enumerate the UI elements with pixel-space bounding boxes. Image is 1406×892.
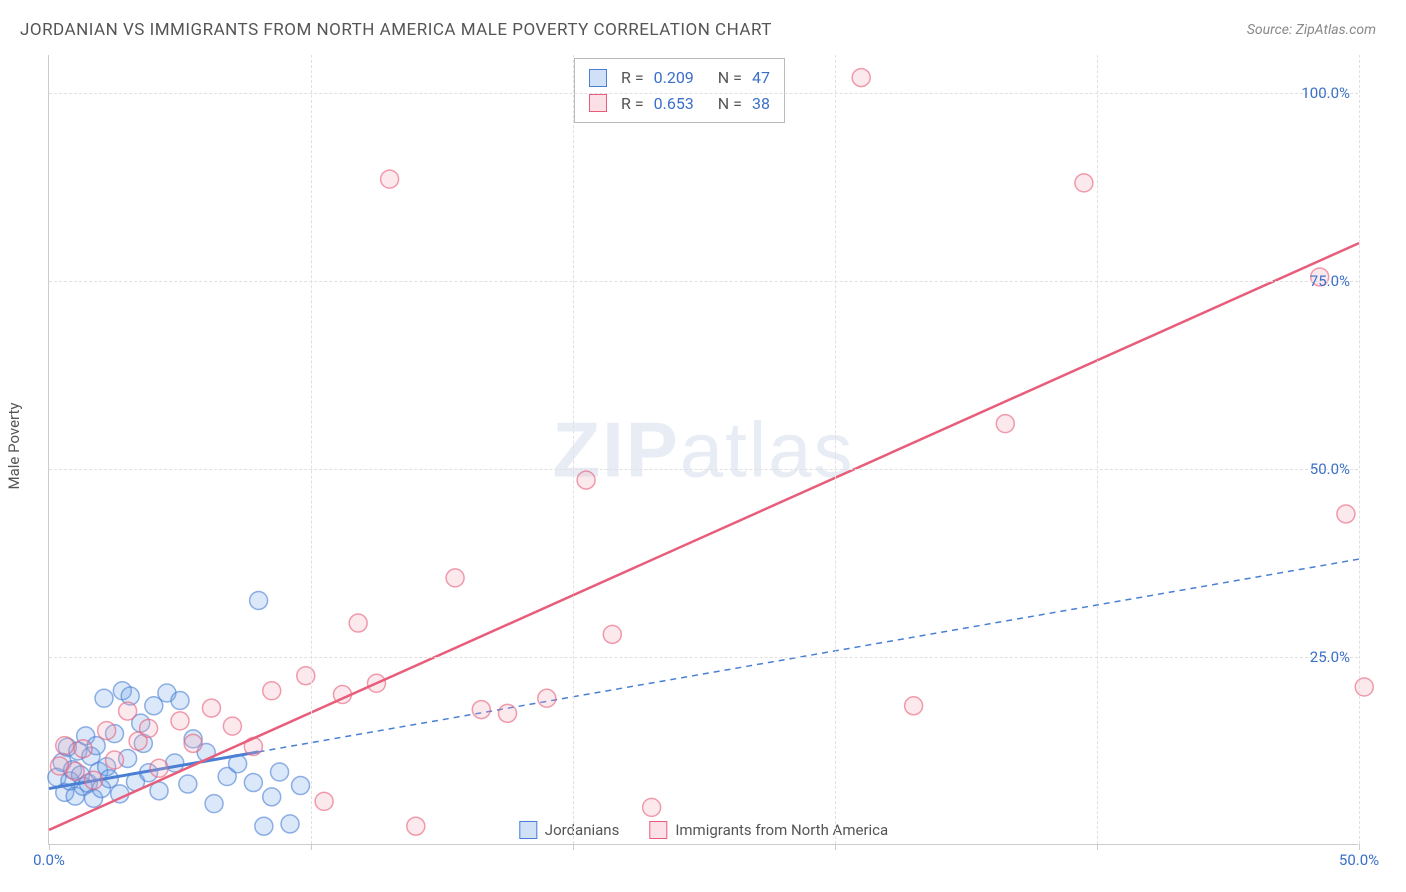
grid-line-h (49, 93, 1358, 94)
data-point (297, 667, 315, 685)
stats-row: R = 0.653 N = 38 (589, 91, 770, 117)
plot-svg (49, 55, 1358, 844)
data-point (852, 69, 870, 87)
data-point (1337, 505, 1355, 523)
legend-swatch (589, 69, 607, 87)
grid-line-h (49, 469, 1358, 470)
legend-swatch (649, 821, 667, 839)
data-point (98, 722, 116, 740)
data-point (292, 777, 310, 795)
data-point (281, 815, 299, 833)
x-tick-label: 50.0% (1339, 851, 1379, 869)
y-tick-label: 50.0% (1310, 460, 1350, 478)
data-point (205, 795, 223, 813)
grid-line-v (311, 55, 312, 844)
n-value: 47 (752, 65, 770, 91)
legend-label: Jordanians (545, 821, 620, 839)
y-tick-label: 75.0% (1310, 272, 1350, 290)
r-value: 0.653 (654, 91, 694, 117)
grid-line-v (1097, 55, 1098, 844)
x-tick (311, 844, 312, 850)
data-point (223, 717, 241, 735)
source-attribution: Source: ZipAtlas.com (1247, 22, 1376, 38)
data-point (349, 614, 367, 632)
data-point (171, 692, 189, 710)
n-value: 38 (752, 91, 770, 117)
r-value: 0.209 (654, 65, 694, 91)
stats-legend-box: R = 0.209 N = 47 R = 0.653 N = 38 (574, 58, 785, 123)
data-point (315, 792, 333, 810)
x-tick (1359, 844, 1360, 850)
data-point (499, 704, 517, 722)
n-label: N = (718, 91, 742, 117)
chart-title: JORDANIAN VS IMMIGRANTS FROM NORTH AMERI… (20, 20, 772, 40)
data-point (263, 788, 281, 806)
legend-swatch (589, 94, 607, 112)
data-point (140, 719, 158, 737)
data-point (202, 699, 220, 717)
r-label: R = (621, 65, 644, 91)
y-axis-label: Male Poverty (5, 403, 23, 490)
data-point (119, 702, 137, 720)
r-label: R = (621, 91, 644, 117)
x-tick-label: 0.0% (33, 851, 65, 869)
data-point (381, 170, 399, 188)
data-point (446, 569, 464, 587)
data-point (1075, 174, 1093, 192)
data-point (74, 740, 92, 758)
data-point (255, 817, 273, 835)
stats-row: R = 0.209 N = 47 (589, 65, 770, 91)
data-point (85, 771, 103, 789)
data-point (407, 817, 425, 835)
data-point (905, 697, 923, 715)
data-point (250, 591, 268, 609)
data-point (577, 471, 595, 489)
data-point (95, 689, 113, 707)
x-tick (49, 844, 50, 850)
data-point (538, 689, 556, 707)
data-point (603, 625, 621, 643)
series-legend: Jordanians Immigrants from North America (511, 821, 896, 839)
data-point (472, 701, 490, 719)
grid-line-v (1359, 55, 1360, 844)
x-tick (835, 844, 836, 850)
grid-line-v (573, 55, 574, 844)
n-label: N = (718, 65, 742, 91)
data-point (643, 798, 661, 816)
data-point (263, 682, 281, 700)
legend-swatch (519, 821, 537, 839)
data-point (106, 751, 124, 769)
y-tick-label: 25.0% (1310, 648, 1350, 666)
legend-label: Immigrants from North America (675, 821, 888, 839)
data-point (1355, 678, 1373, 696)
data-point (179, 775, 197, 793)
data-point (184, 734, 202, 752)
y-tick-label: 100.0% (1301, 84, 1350, 102)
data-point (996, 415, 1014, 433)
data-point (171, 712, 189, 730)
data-point (271, 763, 289, 781)
data-point (56, 737, 74, 755)
data-point (66, 762, 84, 780)
grid-line-h (49, 281, 1358, 282)
legend-item: Jordanians (519, 821, 620, 839)
x-tick (573, 844, 574, 850)
legend-item: Immigrants from North America (649, 821, 888, 839)
data-point (150, 759, 168, 777)
chart-plot-area: ZIPatlas R =0.209N =47R =0.653N =38 Jord… (48, 55, 1358, 845)
x-tick (1097, 844, 1098, 850)
grid-line-h (49, 657, 1358, 658)
grid-line-v (835, 55, 836, 844)
data-point (244, 774, 262, 792)
